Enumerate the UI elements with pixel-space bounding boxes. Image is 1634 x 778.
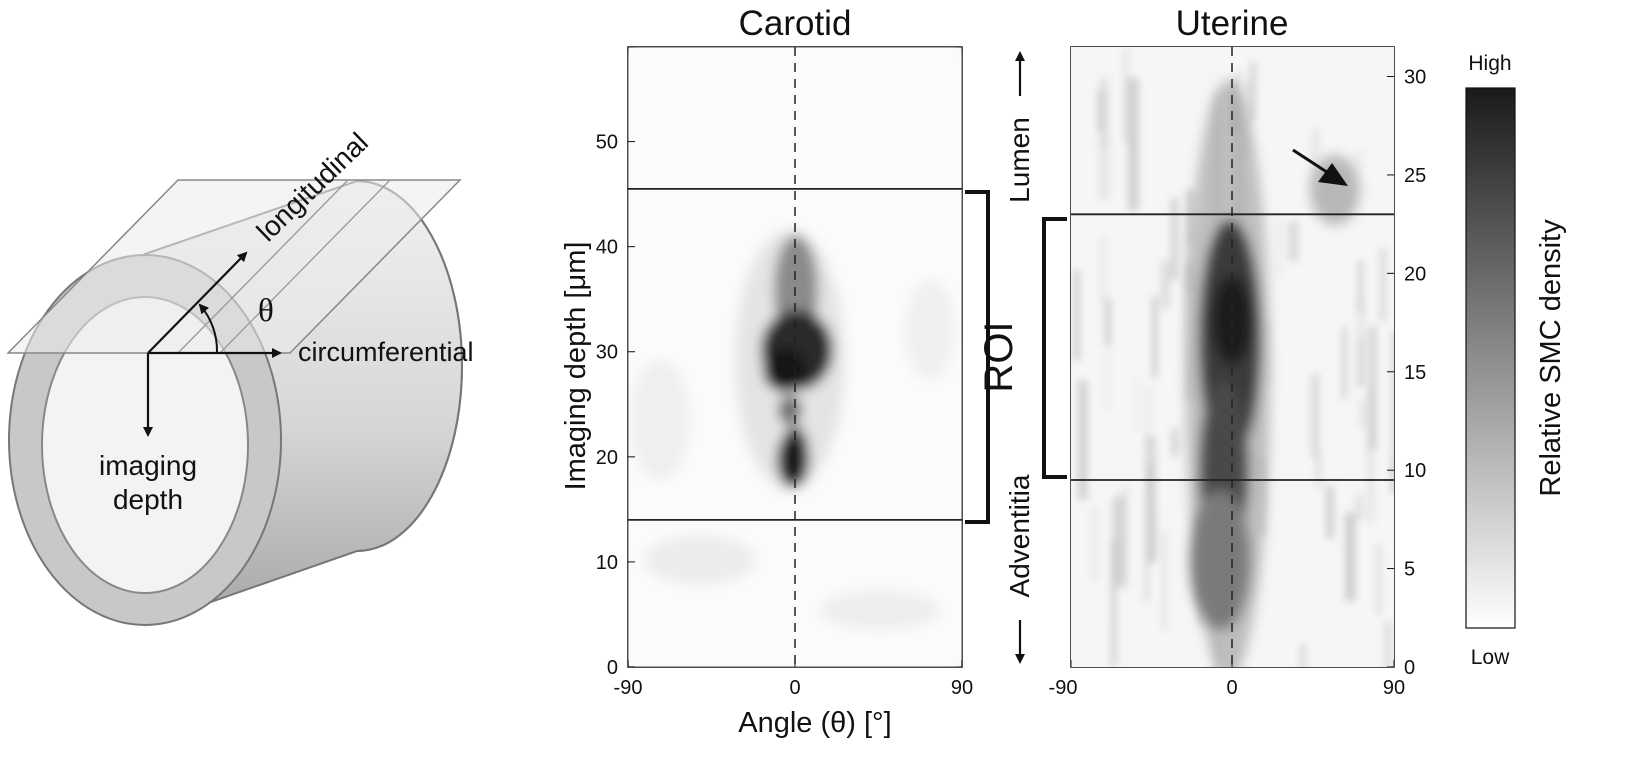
x-tick-label: -90 xyxy=(614,677,643,699)
density-texture xyxy=(1099,236,1108,309)
roi-label: ROI xyxy=(977,321,1021,392)
density-texture xyxy=(1090,506,1098,582)
density-texture xyxy=(1171,428,1180,457)
x-tick-label: 0 xyxy=(789,677,800,699)
density-texture xyxy=(1379,248,1387,322)
density-texture xyxy=(1369,325,1377,450)
adventitia-label: Adventitia xyxy=(1004,474,1035,597)
density-texture xyxy=(1288,221,1299,262)
carotid-heatmap-panel: 0 10 20 30 40 50 -90 0 90 Carotid Angle (θ) [… xyxy=(560,4,973,739)
density-texture xyxy=(1145,561,1149,603)
y-tick-label: 30 xyxy=(596,342,618,364)
density-texture xyxy=(1277,213,1282,277)
uterine-density-map xyxy=(1071,47,1394,667)
y-tick-label: 10 xyxy=(1404,460,1426,482)
x-tick-label: 0 xyxy=(1226,677,1237,699)
density-texture xyxy=(1114,495,1126,587)
density-texture xyxy=(1100,76,1109,147)
imaging-depth-label-line1: imaging xyxy=(99,450,197,481)
uterine-x-axis: -90 0 90 xyxy=(1049,660,1405,699)
x-tick-label: -90 xyxy=(1049,677,1078,699)
carotid-y-axis: 0 10 20 30 40 50 xyxy=(596,132,635,679)
density-texture xyxy=(1376,544,1381,615)
density-texture xyxy=(1124,47,1128,143)
y-tick-label: 50 xyxy=(596,132,618,154)
colorbar: High Low Relative SMC density xyxy=(1465,52,1567,669)
density-texture xyxy=(1316,451,1321,489)
density-texture xyxy=(1077,380,1088,500)
density-texture xyxy=(1151,296,1158,378)
density-texture xyxy=(1310,128,1321,182)
imaging-depth-label-line2: depth xyxy=(113,484,183,515)
plane-line xyxy=(177,179,349,354)
density-texture xyxy=(1127,78,1139,211)
density-texture xyxy=(1357,304,1366,385)
colorbar-low-label: Low xyxy=(1471,646,1510,669)
density-texture xyxy=(1112,498,1116,621)
density-texture xyxy=(1356,494,1362,521)
density-texture xyxy=(1185,189,1196,246)
density-texture xyxy=(1161,260,1170,309)
carotid-x-axis-label: Angle (θ) [°] xyxy=(738,707,891,739)
theta-label: θ xyxy=(258,293,274,329)
density-texture xyxy=(1250,61,1256,121)
carotid-title: Carotid xyxy=(739,4,852,43)
uterine-heatmap-panel: 0 5 10 15 20 25 30 -90 0 90 Uterine xyxy=(1049,4,1427,699)
density-texture xyxy=(1299,643,1306,667)
density-texture xyxy=(1353,150,1364,171)
density-texture xyxy=(1366,384,1375,524)
density-texture xyxy=(1135,374,1139,432)
carotid-y-axis-label: Imaging depth [μm] xyxy=(560,242,592,491)
lumen-label: Lumen xyxy=(1004,117,1035,203)
density-texture xyxy=(1106,343,1110,414)
density-texture xyxy=(1097,89,1104,132)
density-texture xyxy=(1146,386,1151,446)
roi-annotations: ROI Lumen Adventitia xyxy=(965,51,1067,664)
carotid-roi-bracket xyxy=(965,190,990,524)
uterine-title: Uterine xyxy=(1176,4,1289,43)
density-texture xyxy=(1341,326,1347,400)
density-texture xyxy=(1104,298,1111,345)
density-texture xyxy=(1383,621,1393,667)
carotid-x-axis: -90 0 90 xyxy=(614,660,973,699)
uterine-roi-bracket xyxy=(1042,217,1067,479)
density-texture xyxy=(1326,485,1334,539)
y-tick-label: 25 xyxy=(1404,165,1426,187)
y-tick-label: 5 xyxy=(1404,559,1415,581)
colorbar-high-label: High xyxy=(1468,52,1511,75)
density-texture xyxy=(1357,260,1363,311)
density-texture xyxy=(1345,512,1356,602)
y-tick-label: 40 xyxy=(596,237,618,259)
density-texture xyxy=(1311,373,1319,458)
vessel-diagram: longitudinal circumferential θ imaging d… xyxy=(6,127,474,627)
density-texture xyxy=(1359,399,1365,430)
y-tick-label: 30 xyxy=(1404,67,1426,89)
density-texture xyxy=(1390,329,1394,455)
theta-arc xyxy=(198,303,219,353)
x-tick-label: 90 xyxy=(1383,677,1405,699)
annotation-arrow-head xyxy=(1318,163,1348,186)
y-tick-label: 0 xyxy=(1404,657,1415,679)
density-texture xyxy=(1162,531,1167,631)
density-texture xyxy=(1390,455,1394,494)
colorbar-title: Relative SMC density xyxy=(1535,219,1567,497)
density-texture xyxy=(1145,436,1156,563)
plane-line xyxy=(219,179,391,354)
longitudinal-arrow xyxy=(147,251,248,354)
density-texture xyxy=(1120,485,1130,590)
y-tick-label: 20 xyxy=(1404,263,1426,285)
density-texture xyxy=(1099,134,1110,201)
density-texture xyxy=(1073,270,1080,361)
colorbar-gradient xyxy=(1465,87,1516,629)
y-tick-label: 20 xyxy=(596,447,618,469)
x-tick-label: 90 xyxy=(951,677,973,699)
y-tick-label: 10 xyxy=(596,552,618,574)
circumferential-label: circumferential xyxy=(298,337,474,367)
y-tick-label: 0 xyxy=(607,657,618,679)
uterine-y-axis: 0 5 10 15 20 25 30 xyxy=(1387,67,1426,679)
y-tick-label: 15 xyxy=(1404,362,1426,384)
density-texture xyxy=(1170,197,1179,281)
